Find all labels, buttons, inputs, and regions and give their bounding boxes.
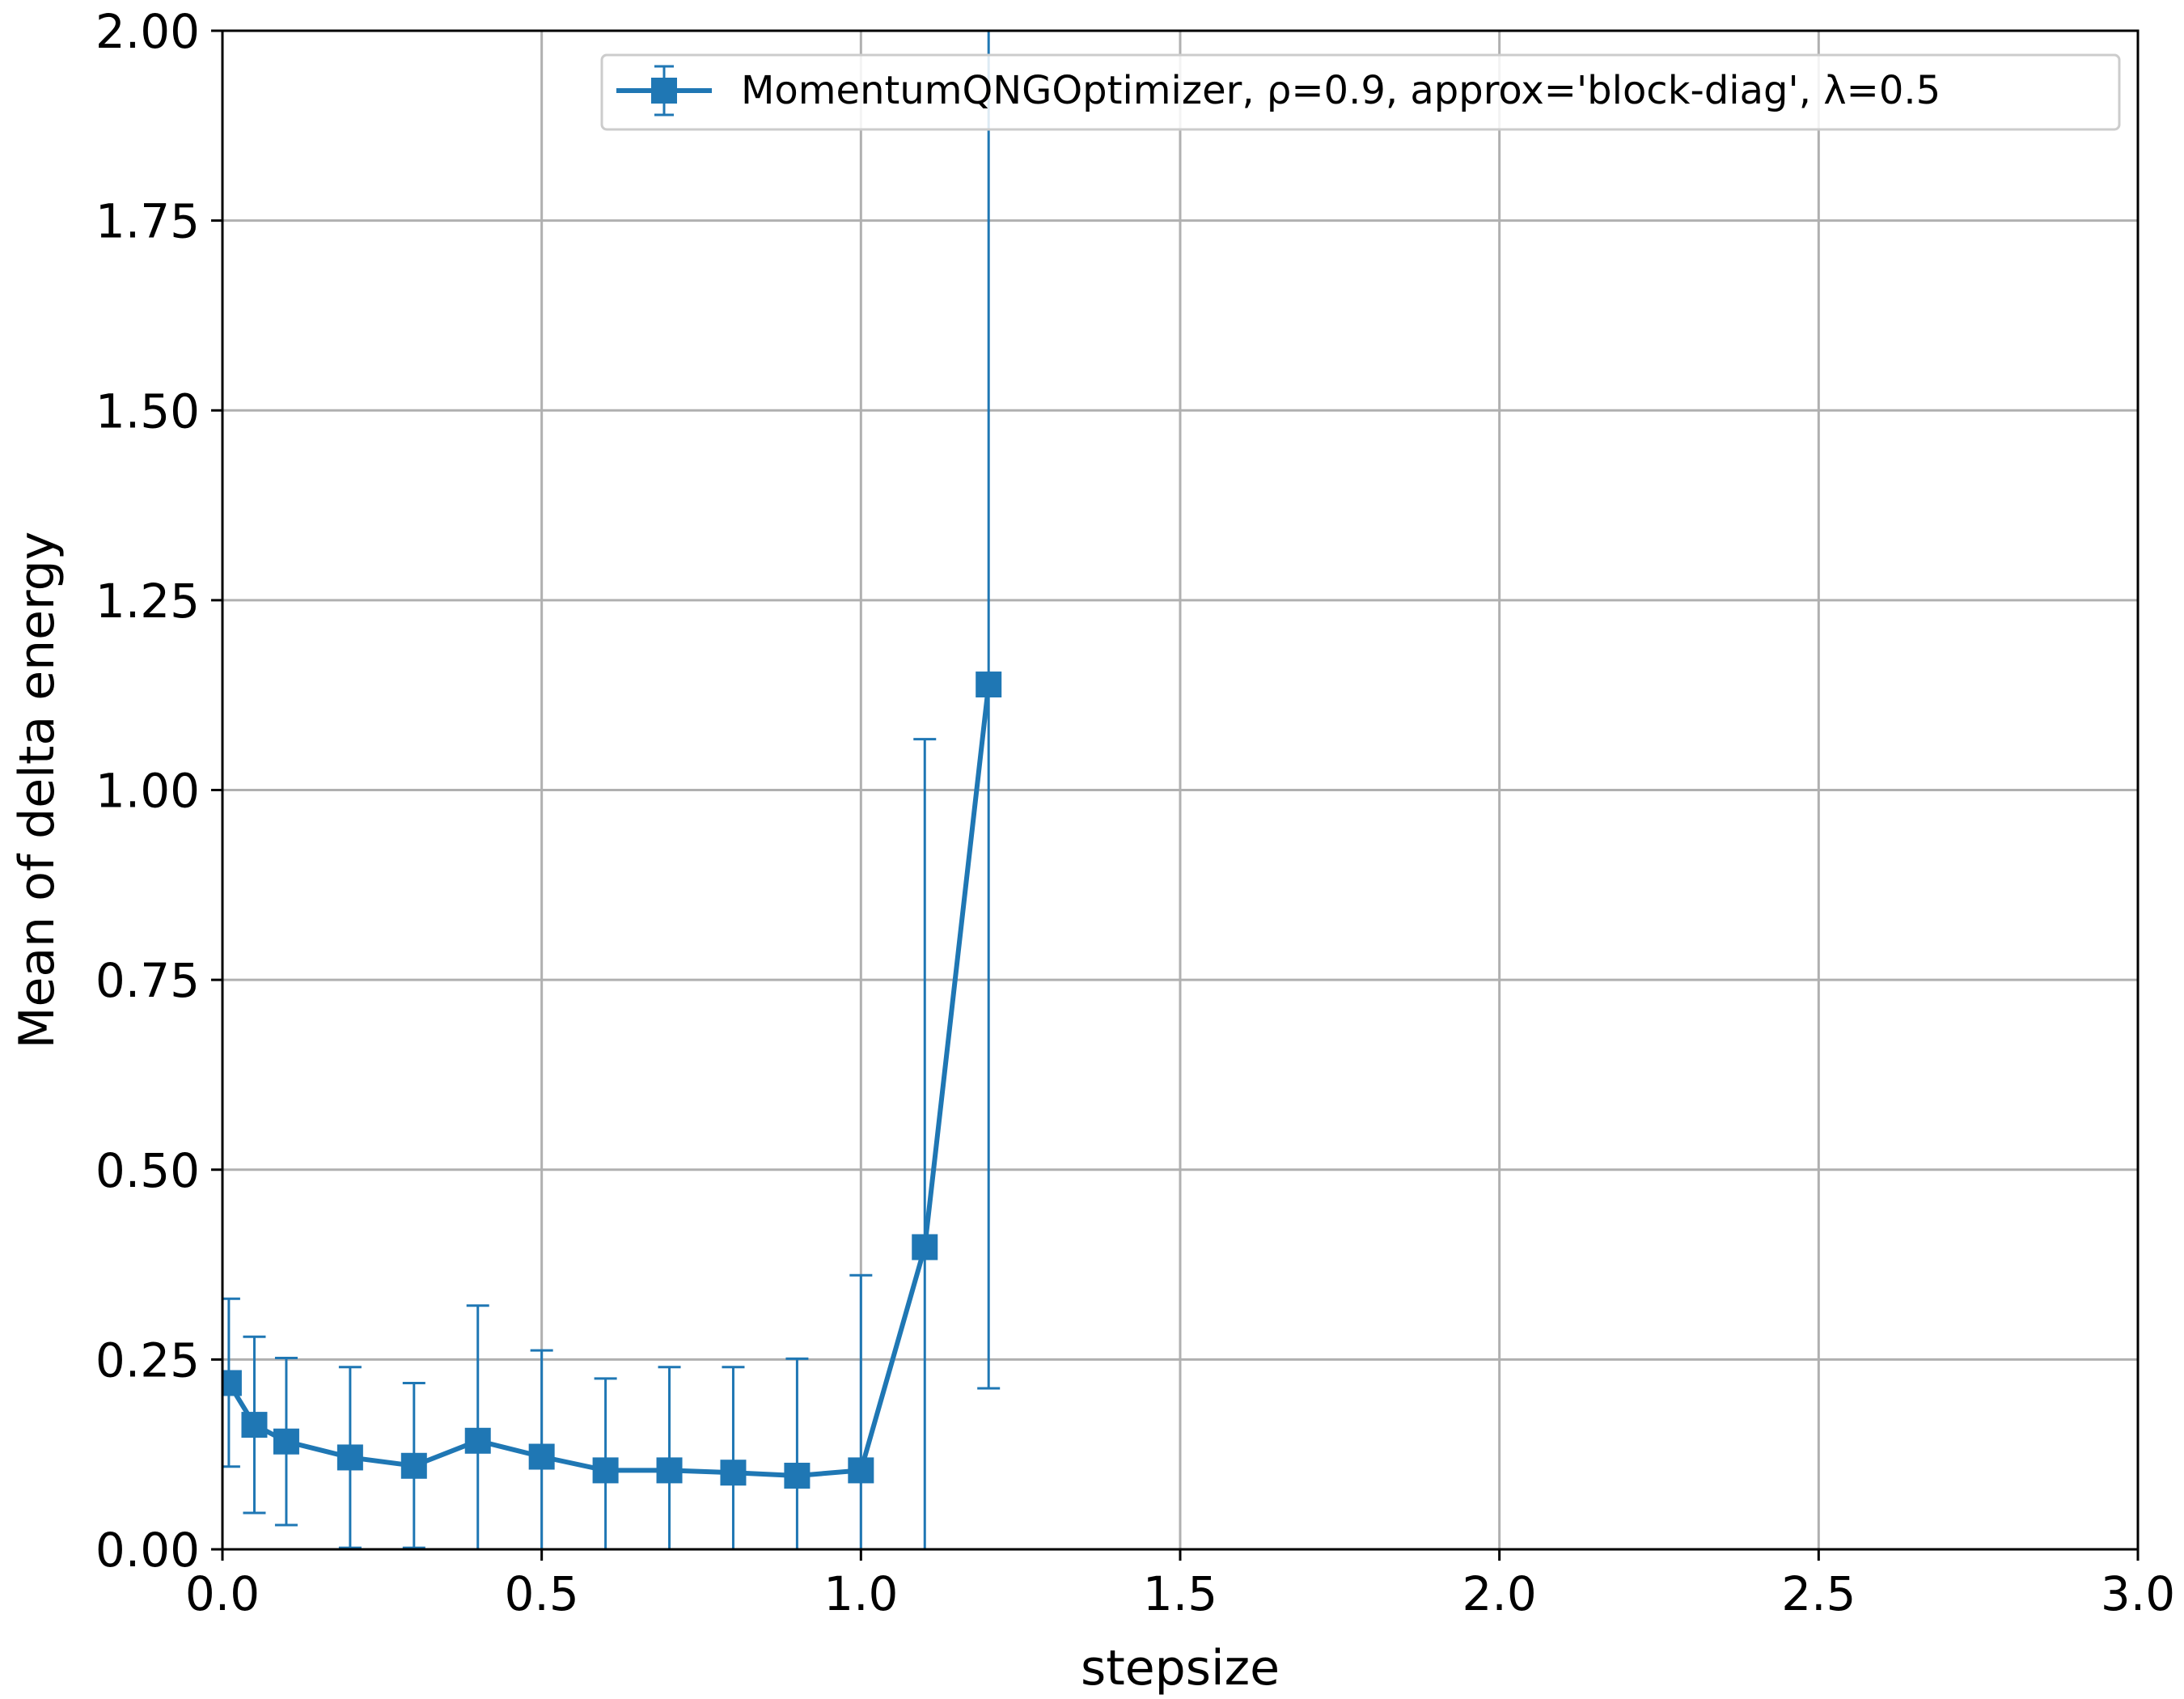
legend: MomentumQNGOptimizer, ρ=0.9, approx='blo… xyxy=(600,53,2121,131)
data-point xyxy=(784,1462,811,1489)
x-tick-label: 2.5 xyxy=(1781,1566,1856,1621)
ticks: 0.0 0.5 1.0 1.5 2.0 2.5 3.0 0.00 0.25 0.50 0.75 1.0… xyxy=(95,4,2175,1621)
x-tick-label: 1.5 xyxy=(1143,1566,1217,1621)
legend-box xyxy=(600,53,2121,131)
legend-entry: MomentumQNGOptimizer, ρ=0.9, approx='blo… xyxy=(741,68,1941,113)
y-tick-label: 2.00 xyxy=(95,4,200,59)
data-point xyxy=(241,1412,268,1438)
series-group xyxy=(222,31,1002,1549)
y-tick-label: 0.50 xyxy=(95,1143,200,1198)
y-tick-label: 1.25 xyxy=(95,574,200,629)
data-point xyxy=(976,672,1002,698)
legend-square-marker xyxy=(651,78,677,104)
x-tick-label: 0.5 xyxy=(505,1566,579,1621)
x-axis-label: stepsize xyxy=(1081,1640,1280,1697)
data-point xyxy=(720,1460,747,1486)
y-tick-label: 0.00 xyxy=(95,1523,200,1578)
data-point xyxy=(336,1444,363,1471)
y-axis-label: Mean of delta energy xyxy=(9,532,66,1049)
y-tick-label: 0.25 xyxy=(95,1333,200,1388)
x-tick-label: 1.0 xyxy=(823,1566,898,1621)
x-tick-label: 2.0 xyxy=(1462,1566,1537,1621)
data-point xyxy=(592,1457,619,1484)
data-point xyxy=(222,1370,242,1396)
legend-marker xyxy=(616,65,712,117)
series-line xyxy=(226,684,992,1478)
y-tick-label: 1.00 xyxy=(95,764,200,819)
data-point xyxy=(464,1427,491,1454)
data-point xyxy=(528,1443,555,1470)
data-point xyxy=(912,1234,938,1260)
x-tick-label: 3.0 xyxy=(2101,1566,2175,1621)
grid xyxy=(221,29,2140,1551)
data-point xyxy=(273,1428,299,1455)
series-layer xyxy=(222,31,1002,1549)
x-tick-label: 0.0 xyxy=(185,1566,260,1621)
y-tick-label: 0.75 xyxy=(95,953,200,1008)
y-tick-label: 1.75 xyxy=(95,194,200,249)
data-point xyxy=(400,1452,427,1479)
data-point xyxy=(656,1457,683,1484)
y-tick-label: 1.50 xyxy=(95,383,200,439)
data-point xyxy=(848,1457,874,1484)
